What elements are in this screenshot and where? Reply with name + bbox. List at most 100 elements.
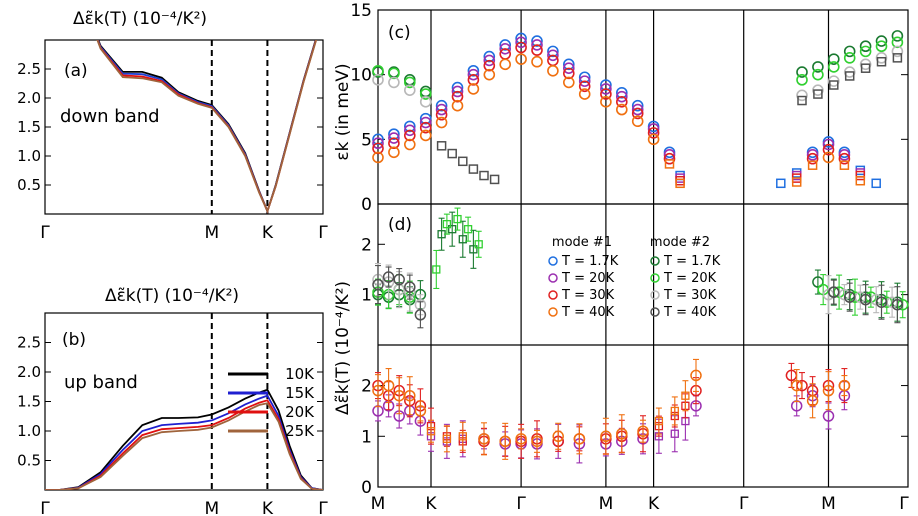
- c-marker-0: [578, 71, 591, 84]
- d-mode2-marker-3: [414, 309, 427, 321]
- c-marker-1: [822, 138, 835, 151]
- c-marker-7: [876, 56, 887, 67]
- d-mode1-marker-2: [404, 389, 416, 402]
- c-marker-0: [631, 99, 644, 112]
- d-xtick-label: K: [425, 494, 437, 514]
- legend-mode1-label: T = 40K: [561, 305, 615, 320]
- c-marker-3: [615, 103, 628, 116]
- legend-label: 25K: [285, 422, 315, 440]
- b-series-line-0: [45, 388, 323, 490]
- d-mode1-marker-0: [670, 429, 679, 438]
- c-marker-3: [419, 129, 432, 142]
- a-series-line-3: [96, 40, 318, 214]
- a-xtick-label: K: [262, 223, 274, 243]
- c-marker-5: [859, 45, 872, 58]
- d-mode2-marker-3: [859, 293, 872, 306]
- c-marker-0: [562, 58, 575, 71]
- d-xtick-label: Γ: [899, 494, 909, 514]
- up-band-annotation: up band: [64, 372, 138, 393]
- d-xtick-label: M: [821, 494, 836, 514]
- panel-b-frame: [44, 312, 324, 491]
- legend-mode2-label: T = 40K: [663, 305, 717, 320]
- c-marker-5: [372, 64, 384, 77]
- c-marker-3: [562, 76, 575, 89]
- c-marker-0: [419, 112, 432, 125]
- c-marker-5: [388, 67, 400, 80]
- c-marker-3: [600, 96, 612, 108]
- c-marker-1: [499, 42, 512, 55]
- c-marker-3: [403, 138, 416, 151]
- c-ytick-label: 0: [361, 195, 372, 215]
- c-marker-3: [483, 68, 496, 81]
- d-mode2-marker-3: [875, 296, 888, 308]
- b-ytick-label: 1.5: [17, 393, 41, 411]
- d-mode1-marker-0: [822, 410, 835, 422]
- d-mode1-marker-2: [382, 379, 395, 392]
- d-mode1-marker-2: [573, 433, 586, 445]
- c-marker-6: [796, 89, 808, 102]
- b-series-line-1: [45, 394, 323, 490]
- legend-mode1-marker: [548, 307, 558, 317]
- c-marker-7: [797, 95, 807, 106]
- legend-mode2-label: T = 20K: [663, 271, 717, 286]
- c-marker-1: [531, 39, 543, 51]
- d-mode2-marker-1: [453, 214, 462, 224]
- legend-label: 15K: [285, 384, 315, 402]
- c-marker-5: [891, 36, 904, 49]
- c-marker-4: [827, 53, 840, 65]
- c-marker-1: [838, 149, 851, 161]
- c-marker-3: [578, 88, 591, 100]
- c-marker-2: [515, 41, 527, 54]
- legend-mode1-label: T = 20K: [561, 271, 615, 286]
- d-mode1-marker-2: [372, 384, 384, 397]
- c-marker-1: [515, 36, 527, 49]
- c-marker-2: [483, 59, 496, 72]
- c-marker-3: [372, 151, 384, 164]
- b-ytick-label: 0.5: [17, 452, 41, 470]
- c-marker-5: [875, 40, 888, 53]
- c-marker-2: [838, 152, 851, 165]
- c-marker-0: [435, 99, 448, 112]
- c-marker-4: [796, 66, 808, 78]
- c-marker-0: [776, 178, 786, 189]
- d-xtick-label: M: [371, 494, 386, 514]
- c-marker-6: [812, 84, 824, 96]
- panel-c-label: (c): [388, 23, 411, 43]
- c-marker-0: [791, 168, 802, 178]
- c-marker-7: [436, 141, 447, 151]
- c-marker-3: [791, 177, 802, 187]
- d-mode2-marker-1: [442, 219, 452, 229]
- c-marker-5: [419, 88, 432, 100]
- d-xtick-label: Γ: [739, 494, 749, 514]
- b-series-line-2: [45, 399, 323, 490]
- c-marker-0: [600, 79, 612, 91]
- c-marker-3: [855, 175, 866, 186]
- c-marker-0: [499, 39, 512, 51]
- d-mode1-marker-2: [806, 395, 819, 407]
- c-marker-7: [860, 63, 871, 73]
- c-marker-3: [499, 58, 512, 71]
- d-mode1-marker-2: [616, 428, 628, 440]
- legend-mode2-marker: [650, 256, 660, 266]
- c-marker-6: [388, 76, 400, 89]
- legend-mode1-marker: [548, 273, 558, 283]
- d-mode1-marker-2: [670, 406, 679, 416]
- c-marker-3: [388, 146, 400, 159]
- b-xtick-label: M: [204, 499, 219, 516]
- c-marker-6: [419, 96, 432, 108]
- legend-mode1-title: mode #1: [552, 235, 612, 250]
- legend-mode1-label: T = 30K: [561, 288, 615, 303]
- a-ytick-label: 0.5: [17, 176, 41, 194]
- legend-label: 10K: [285, 365, 315, 383]
- c-marker-1: [435, 103, 448, 116]
- c-marker-7: [468, 164, 479, 174]
- c-marker-7: [458, 156, 468, 167]
- d-mode1-marker-2: [552, 430, 564, 443]
- d-mode1-marker-2: [515, 433, 527, 445]
- d-mode1-marker-2: [499, 435, 511, 448]
- c-marker-2: [562, 67, 575, 80]
- panel-d: (d) Δε̃k(T) (10⁻⁴/K²) 1 2 0 1 2 M K Γ M K Γ M Γ mod…: [333, 203, 909, 514]
- d-mode1-marker-2: [838, 379, 851, 392]
- d-mode1-marker-2: [458, 432, 467, 441]
